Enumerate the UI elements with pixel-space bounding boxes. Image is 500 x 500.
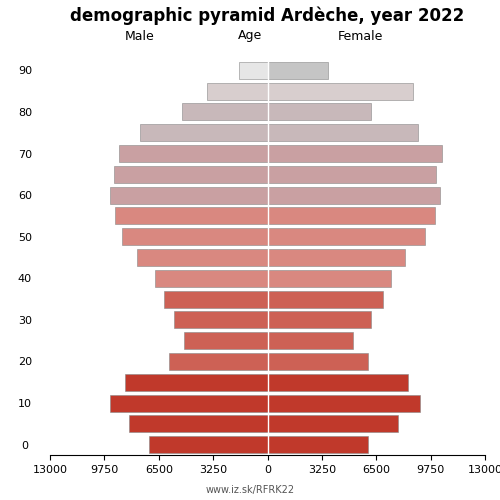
Bar xyxy=(268,124,418,142)
Bar xyxy=(128,416,268,432)
Text: www.iz.sk/RFRK22: www.iz.sk/RFRK22 xyxy=(206,485,294,495)
Bar xyxy=(156,270,268,287)
Bar xyxy=(268,416,398,432)
Bar xyxy=(268,208,435,224)
Text: Female: Female xyxy=(338,30,382,43)
Bar xyxy=(110,394,268,411)
Bar xyxy=(268,249,404,266)
Bar xyxy=(239,62,268,79)
Bar xyxy=(268,62,328,79)
Bar xyxy=(164,290,268,308)
Bar xyxy=(268,82,413,100)
Bar xyxy=(268,394,420,411)
Bar xyxy=(169,353,268,370)
Bar xyxy=(268,186,440,204)
Bar xyxy=(268,436,368,453)
Bar xyxy=(268,332,353,349)
Bar xyxy=(268,166,436,183)
Text: Male: Male xyxy=(125,30,155,43)
Bar xyxy=(268,270,392,287)
Bar xyxy=(148,436,268,453)
Bar xyxy=(122,228,268,245)
Bar xyxy=(208,82,268,100)
Bar xyxy=(268,374,408,391)
Bar xyxy=(137,249,268,266)
Text: Age: Age xyxy=(238,30,262,43)
Bar xyxy=(114,166,268,183)
Bar xyxy=(268,145,442,162)
Bar xyxy=(268,104,371,120)
Bar xyxy=(268,290,383,308)
Bar xyxy=(174,312,268,328)
Bar xyxy=(182,104,268,120)
Bar xyxy=(184,332,268,349)
Bar xyxy=(268,312,371,328)
Bar xyxy=(118,145,268,162)
Bar xyxy=(268,353,368,370)
Bar xyxy=(110,186,268,204)
Bar xyxy=(126,374,268,391)
Title: demographic pyramid Ardèche, year 2022: demographic pyramid Ardèche, year 2022 xyxy=(70,6,464,25)
Bar xyxy=(115,208,268,224)
Bar xyxy=(140,124,268,142)
Bar xyxy=(268,228,425,245)
